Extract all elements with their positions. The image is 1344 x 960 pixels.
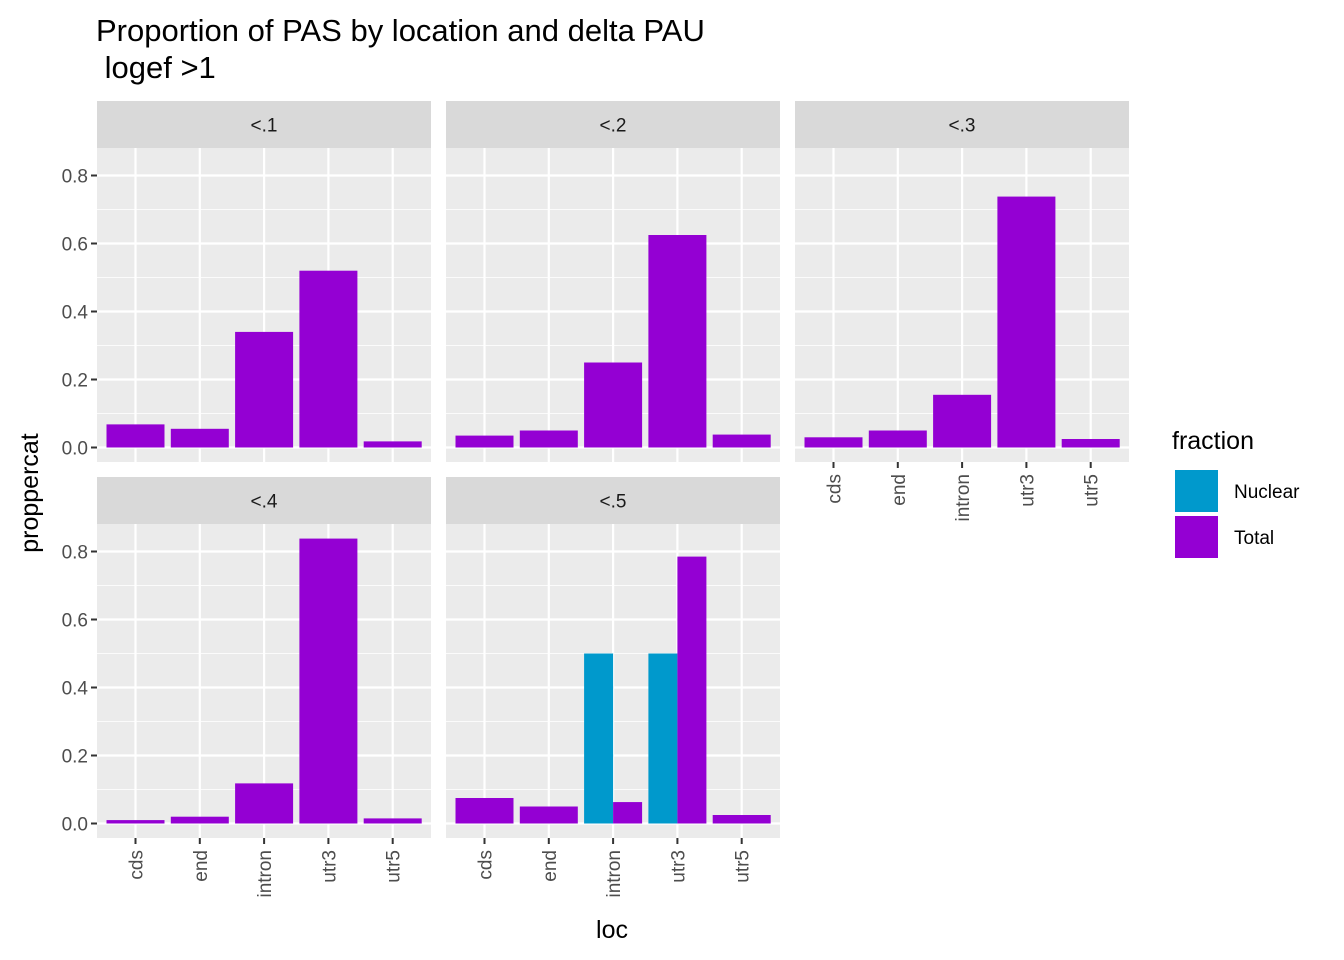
chart-subtitle: logef >1 (96, 50, 216, 85)
bar-total-end (170, 428, 229, 448)
y-tick-label: 0.0 (62, 439, 88, 460)
facet-panel: <.5 cds end intron utr3 utr5 (446, 477, 780, 898)
bar-total-utr5 (1061, 439, 1120, 448)
facet-panel: <.2 (446, 101, 780, 462)
bar-total-utr5 (363, 441, 422, 448)
bar-total-utr3 (648, 235, 707, 448)
bar-total-utr3 (677, 556, 707, 824)
bar-total-end (868, 430, 927, 448)
x-tick-label: utr5 (384, 850, 405, 883)
x-tick-label: utr3 (319, 850, 340, 883)
facet-strip-label: <.5 (600, 492, 627, 513)
facet-strip (795, 101, 1129, 148)
x-axis-title: loc (596, 916, 628, 944)
x-tick-label: utr5 (733, 850, 754, 883)
x-tick-label: utr5 (1082, 474, 1103, 507)
facet-strip-label: <.2 (600, 116, 627, 137)
x-tick-label: intron (604, 850, 625, 898)
bar-total-intron (235, 783, 294, 824)
x-tick-label: intron (255, 850, 276, 898)
bar-total-cds (106, 820, 165, 824)
y-tick-label: 0.4 (62, 303, 89, 324)
y-tick-label: 0.0 (62, 815, 88, 836)
bar-total-utr5 (712, 434, 771, 448)
legend: fraction Nuclear Total (1172, 427, 1300, 558)
bar-total-intron (584, 362, 643, 448)
legend-key-total (1175, 516, 1218, 558)
facet-strip (446, 101, 780, 148)
facet-strip-label: <.1 (251, 116, 278, 137)
x-tick-label: utr3 (668, 850, 689, 883)
facet-panel: <.4 0.0 0.2 0.4 0.6 0.8 cds end intron utr3 utr5 (62, 477, 431, 898)
bar-total-cds (455, 798, 514, 824)
x-tick-label: cds (825, 474, 846, 504)
y-tick-label: 0.8 (62, 543, 88, 564)
bar-total-intron (235, 331, 294, 448)
legend-title: fraction (1172, 427, 1254, 455)
bar-total-intron (613, 802, 643, 824)
y-tick-label: 0.8 (62, 167, 88, 188)
bar-total-end (170, 816, 229, 824)
bar-total-utr5 (712, 815, 771, 824)
bar-total-end (519, 806, 578, 824)
facet-panel: <.3 cds end intron utr3 utr5 (795, 101, 1129, 522)
chart-title: Proportion of PAS by location and delta … (96, 13, 705, 48)
y-axis-title: proppercat (16, 433, 44, 553)
bar-total-utr5 (363, 818, 422, 824)
bar-total-cds (804, 437, 863, 448)
facet-panel: <.1 0.0 0.2 0.4 0.6 0.8 (62, 101, 431, 462)
facet-strip (446, 477, 780, 524)
y-tick-label: 0.4 (62, 679, 89, 700)
legend-key-nuclear (1175, 470, 1218, 512)
bar-total-cds (455, 435, 514, 448)
x-tick-label: end (191, 850, 212, 882)
facet-strip-label: <.4 (251, 492, 278, 513)
bar-total-utr3 (299, 270, 358, 448)
x-tick-label: cds (127, 850, 148, 880)
bar-total-utr3 (299, 538, 358, 824)
y-tick-label: 0.2 (62, 747, 88, 768)
bar-total-utr3 (997, 196, 1056, 448)
bar-nuclear-utr3 (648, 653, 678, 824)
bar-total-cds (106, 424, 165, 448)
bar-total-intron (933, 394, 992, 448)
x-tick-label: end (540, 850, 561, 882)
x-tick-label: intron (953, 474, 974, 522)
facet-strip (97, 101, 431, 148)
y-tick-label: 0.6 (62, 611, 88, 632)
bar-nuclear-intron (584, 653, 614, 824)
facet-strip-label: <.3 (949, 116, 976, 137)
x-tick-label: utr3 (1017, 474, 1038, 507)
legend-label-total: Total (1234, 528, 1274, 549)
legend-label-nuclear: Nuclear (1234, 482, 1300, 503)
x-tick-label: end (889, 474, 910, 506)
facet-strip (97, 477, 431, 524)
y-tick-label: 0.6 (62, 235, 88, 256)
y-tick-label: 0.2 (62, 371, 88, 392)
facet-panels: <.1 0.0 0.2 0.4 0.6 0.8 <.2 <.3 cds end intron utr3… (62, 101, 1129, 898)
x-tick-label: cds (476, 850, 497, 880)
bar-total-end (519, 430, 578, 448)
